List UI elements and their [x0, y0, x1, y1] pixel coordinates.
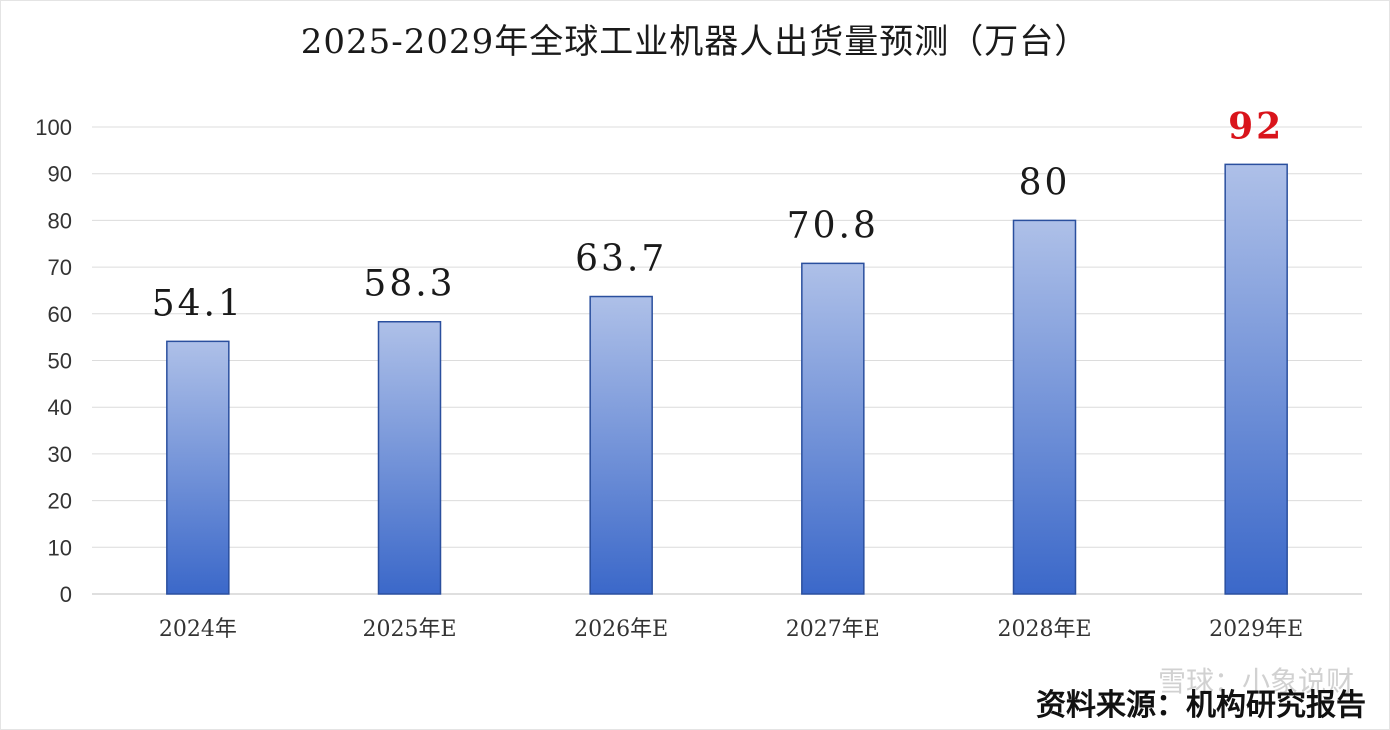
data-label: 80	[1019, 162, 1071, 203]
data-label: 70.8	[787, 205, 879, 246]
x-tick-label: 2027年E	[786, 617, 880, 642]
bar	[589, 295, 653, 595]
chart-title: 2025-2029年全球工业机器人出货量预测（万台）	[300, 22, 1090, 62]
data-label: 92	[1228, 105, 1284, 147]
watermark: 雪球：小象说财	[1157, 665, 1354, 698]
y-tick-label: 100	[35, 115, 72, 140]
y-tick-label: 90	[48, 162, 72, 187]
bar	[1012, 219, 1077, 595]
value-labels: 54.1 58.3 63.7 70.8 80 92	[152, 105, 1284, 324]
bar	[377, 320, 442, 595]
y-axis-ticks: 0 10 20 30 40 50 60 70 80 90 100	[35, 115, 72, 607]
y-tick-label: 50	[48, 349, 72, 374]
y-tick-label: 20	[48, 489, 72, 514]
bars	[166, 163, 1288, 595]
y-tick-label: 80	[48, 208, 72, 233]
data-label: 63.7	[575, 239, 667, 280]
y-tick-label: 70	[48, 255, 72, 280]
grid-lines	[92, 126, 1362, 595]
bar	[166, 340, 230, 595]
y-tick-label: 60	[48, 302, 72, 327]
x-axis-ticks: 2024年 2025年E 2026年E 2027年E 2028年E 2029年E	[159, 617, 1303, 642]
y-tick-label: 30	[48, 442, 72, 467]
x-tick-label: 2026年E	[574, 617, 668, 642]
x-tick-label: 2029年E	[1209, 617, 1303, 642]
x-tick-label: 2028年E	[997, 617, 1091, 642]
y-tick-label: 10	[48, 535, 72, 560]
x-tick-label: 2024年	[159, 617, 237, 642]
bar	[1224, 163, 1288, 595]
bar	[801, 262, 865, 595]
x-tick-label: 2025年E	[362, 617, 456, 642]
data-label: 54.1	[152, 283, 244, 324]
y-tick-label: 40	[48, 395, 72, 420]
y-tick-label: 0	[60, 582, 72, 607]
source-note: 资料来源：机构研究报告	[1036, 688, 1366, 723]
data-label: 58.3	[363, 264, 455, 305]
